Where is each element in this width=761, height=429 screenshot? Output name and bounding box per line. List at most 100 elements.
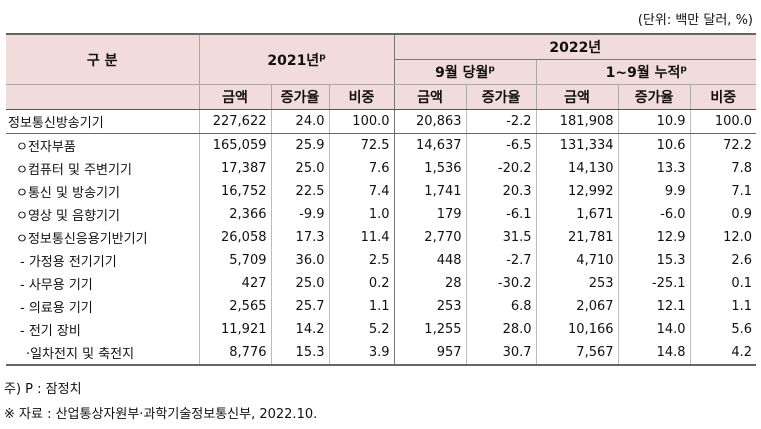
table-row: ㅇ정보통신응용기반기기 26,058 17.3 11.4 2,770 31.5 21,781… (6, 226, 757, 249)
header-cumulative: 1~9월 누적p (535, 59, 757, 85)
row-label: ·일차전지 및 축전지 (26, 347, 135, 362)
cell-value: 14,130 (535, 157, 619, 180)
cell-value: 8,776 (198, 341, 271, 365)
cell-value: 11,921 (198, 318, 271, 341)
cell-value: 165,059 (198, 133, 271, 157)
cell-value: 25.0 (270, 272, 329, 295)
export-table: 구 분 2021년p 2022년 9월 당월p 1~9월 누적p 금액 증가율 … (6, 33, 757, 366)
cell-value: 1,536 (393, 157, 467, 180)
cell-value: -9.9 (270, 203, 329, 226)
cell-value: 1.0 (328, 203, 395, 226)
cell-value: 6.8 (465, 295, 537, 318)
cell-value: 28 (393, 272, 467, 295)
cell-value: 4,710 (535, 249, 619, 272)
cell-value: 72.5 (328, 133, 395, 157)
cell-value: 14,637 (393, 133, 467, 157)
cell-value: 0.2 (328, 272, 395, 295)
cell-value: 14.2 (270, 318, 329, 341)
cell-value: 9.9 (617, 180, 691, 203)
cell-value: 4.2 (689, 341, 757, 365)
cell-value: 1,255 (393, 318, 467, 341)
table-row: ㅇ컴퓨터 및 주변기기 17,387 25.0 7.6 1,536 -20.2 14,130… (6, 157, 757, 180)
table-row: ㅇ영상 및 음향기기 2,366 -9.9 1.0 179 -6.1 1,671 -6.0 0.… (6, 203, 757, 226)
cell-value: 1,671 (535, 203, 619, 226)
cell-value: 14.0 (617, 318, 691, 341)
cell-value: 181,908 (535, 109, 619, 134)
cell-value: 3.9 (328, 341, 395, 365)
cell-value: 25.0 (270, 157, 329, 180)
cell-value: 12.0 (689, 226, 757, 249)
footnote-source: ※ 자료 : 산업통상자원부·과학기술정보통신부, 2022.10. (4, 407, 318, 422)
cell-value: 15.3 (617, 249, 691, 272)
cell-value: 253 (393, 295, 467, 318)
row-label: ㅇ컴퓨터 및 주변기기 (16, 163, 132, 178)
cell-value: 1.1 (689, 295, 757, 318)
cell-value: 7.6 (328, 157, 395, 180)
cell-value: -20.2 (465, 157, 537, 180)
cell-value: 2.5 (328, 249, 395, 272)
footnote-provisional: 주) P : 잠정치 (4, 382, 82, 397)
cell-value: 12,992 (535, 180, 619, 203)
cell-value: 1.1 (328, 295, 395, 318)
cell-value: 2,366 (198, 203, 271, 226)
cell-value: 100.0 (689, 109, 757, 134)
cell-value: 20,863 (393, 109, 467, 134)
header-growth-cum: 증가율 (617, 84, 691, 110)
row-label: 정보통신방송기기 (6, 109, 199, 134)
cell-value: 7.4 (328, 180, 395, 203)
cell-value: 21,781 (535, 226, 619, 249)
cell-value: 448 (393, 249, 467, 272)
table-row: - 사무용 기기 427 25.0 0.2 28 -30.2 253 -25.1 0.1 (6, 272, 757, 295)
table-row: - 가정용 전기기기 5,709 36.0 2.5 448 -2.7 4,710 15.3 2.… (6, 249, 757, 272)
cell-value: 227,622 (198, 109, 271, 134)
header-growth-month: 증가율 (465, 84, 537, 110)
table-row: 정보통신방송기기 227,622 24.0 100.0 20,863 -2.2 181,90… (6, 109, 757, 134)
cell-value: -6.1 (465, 203, 537, 226)
row-label: ㅇ영상 및 음향기기 (16, 209, 120, 224)
cell-value: 10.9 (617, 109, 691, 134)
table-row: - 의료용 기기 2,565 25.7 1.1 253 6.8 2,067 12.1 1.1 (6, 295, 757, 318)
cell-value: 100.0 (328, 109, 395, 134)
header-amount-2021: 금액 (198, 84, 271, 110)
cell-value: 2,067 (535, 295, 619, 318)
cell-value: 5.2 (328, 318, 395, 341)
cell-value: 10,166 (535, 318, 619, 341)
header-category: 구 분 (6, 34, 199, 85)
row-label: - 사무용 기기 (20, 278, 93, 293)
cell-value: -2.2 (465, 109, 537, 134)
cell-value: 7.8 (689, 157, 757, 180)
cell-value: 5.6 (689, 318, 757, 341)
header-blank (6, 84, 199, 110)
cell-value: 179 (393, 203, 467, 226)
cell-value: -30.2 (465, 272, 537, 295)
cell-value: 11.4 (328, 226, 395, 249)
cell-value: 10.6 (617, 133, 691, 157)
cell-value: 2.6 (689, 249, 757, 272)
cell-value: 131,334 (535, 133, 619, 157)
cell-value: 427 (198, 272, 271, 295)
cell-value: 0.1 (689, 272, 757, 295)
cell-value: 16,752 (198, 180, 271, 203)
cell-value: 7.1 (689, 180, 757, 203)
header-2021: 2021년p (198, 34, 395, 85)
cell-value: 253 (535, 272, 619, 295)
cell-value: 20.3 (465, 180, 537, 203)
cell-value: 957 (393, 341, 467, 365)
cell-value: -2.7 (465, 249, 537, 272)
cell-value: 12.1 (617, 295, 691, 318)
cell-value: 25.7 (270, 295, 329, 318)
cell-value: -25.1 (617, 272, 691, 295)
header-share-2021: 비중 (328, 84, 395, 110)
cell-value: 25.9 (270, 133, 329, 157)
cell-value: 0.9 (689, 203, 757, 226)
header-sep-month: 9월 당월p (393, 59, 537, 85)
cell-value: 7,567 (535, 341, 619, 365)
cell-value: 24.0 (270, 109, 329, 134)
row-label: - 가정용 전기기기 (20, 255, 117, 270)
header-share-cum: 비중 (689, 84, 757, 110)
cell-value: 13.3 (617, 157, 691, 180)
row-label: ㅇ통신 및 방송기기 (16, 186, 120, 201)
cell-value: 1,741 (393, 180, 467, 203)
cell-value: 31.5 (465, 226, 537, 249)
table-row: ·일차전지 및 축전지 8,776 15.3 3.9 957 30.7 7,567 14.8 4… (6, 341, 757, 365)
